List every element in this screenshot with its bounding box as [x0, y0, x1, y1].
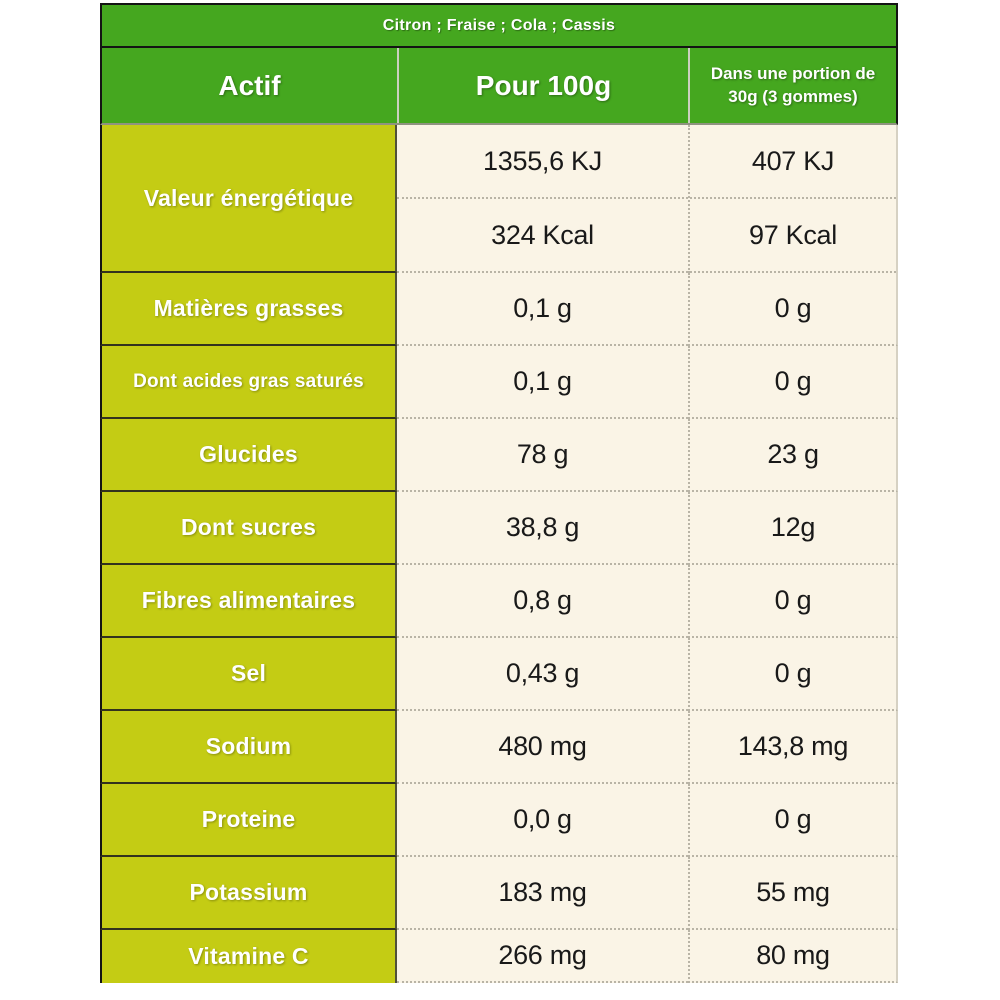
value-per-100g: 0,43 g — [397, 638, 688, 711]
value-per-100g: 480 mg — [397, 711, 688, 784]
value-per-100g: 266 mg — [397, 930, 688, 983]
table-header: Actif Pour 100g Dans une portion de 30g … — [100, 48, 898, 125]
value-per-portion: 0 g — [688, 273, 898, 346]
table-row: Sel 0,43 g 0 g — [100, 638, 898, 711]
value-per-100g: 0,1 g — [397, 273, 688, 346]
value-per-portion: 80 mg — [688, 930, 898, 983]
value-kcal-per-portion: 97 Kcal — [690, 199, 896, 273]
header-pour-100g: Pour 100g — [397, 48, 688, 123]
table-row: Proteine 0,0 g 0 g — [100, 784, 898, 857]
value-per-portion: 12g — [688, 492, 898, 565]
flavor-text: Citron ; Fraise ; Cola ; Cassis — [382, 16, 616, 34]
table-row: Glucides 78 g 23 g — [100, 419, 898, 492]
value-kj-per-portion: 407 KJ — [690, 125, 896, 199]
row-label: Dont acides gras saturés — [100, 346, 397, 419]
table-row: Potassium 183 mg 55 mg — [100, 857, 898, 930]
row-label: Matières grasses — [100, 273, 397, 346]
value-per-100g: 0,8 g — [397, 565, 688, 638]
flavor-bar: Citron ; Fraise ; Cola ; Cassis — [100, 3, 898, 48]
row-label: Dont sucres — [100, 492, 397, 565]
row-label: Glucides — [100, 419, 397, 492]
nutrition-label: Citron ; Fraise ; Cola ; Cassis Actif Po… — [100, 3, 898, 983]
row-energy: Valeur énergétique 1355,6 KJ 324 Kcal 40… — [100, 125, 898, 273]
table-row: Matières grasses 0,1 g 0 g — [100, 273, 898, 346]
row-label: Proteine — [100, 784, 397, 857]
row-label: Potassium — [100, 857, 397, 930]
row-label: Fibres alimentaires — [100, 565, 397, 638]
table-row: Dont acides gras saturés 0,1 g 0 g — [100, 346, 898, 419]
value-kcal-per-100g: 324 Kcal — [397, 199, 688, 273]
value-per-portion: 55 mg — [688, 857, 898, 930]
value-per-portion: 0 g — [688, 565, 898, 638]
header-portion: Dans une portion de 30g (3 gommes) — [688, 48, 896, 123]
table-row: Sodium 480 mg 143,8 mg — [100, 711, 898, 784]
value-kj-per-100g: 1355,6 KJ — [397, 125, 688, 199]
table-row: Dont sucres 38,8 g 12g — [100, 492, 898, 565]
table-row: Vitamine C 266 mg 80 mg — [100, 930, 898, 983]
table-body: Matières grasses 0,1 g 0 g Dont acides g… — [100, 273, 898, 983]
value-per-portion: 0 g — [688, 784, 898, 857]
header-actif: Actif — [218, 69, 281, 101]
value-per-100g: 78 g — [397, 419, 688, 492]
energy-values-100g: 1355,6 KJ 324 Kcal — [397, 125, 688, 273]
row-label: Vitamine C — [100, 930, 397, 983]
value-per-portion: 0 g — [688, 346, 898, 419]
value-per-100g: 0,0 g — [397, 784, 688, 857]
table-row: Fibres alimentaires 0,8 g 0 g — [100, 565, 898, 638]
value-per-100g: 183 mg — [397, 857, 688, 930]
value-per-portion: 23 g — [688, 419, 898, 492]
energy-values-portion: 407 KJ 97 Kcal — [688, 125, 898, 273]
row-label: Valeur énergétique — [100, 125, 397, 273]
row-label: Sel — [100, 638, 397, 711]
value-per-portion: 143,8 mg — [688, 711, 898, 784]
value-per-100g: 0,1 g — [397, 346, 688, 419]
value-per-portion: 0 g — [688, 638, 898, 711]
row-label: Sodium — [100, 711, 397, 784]
value-per-100g: 38,8 g — [397, 492, 688, 565]
